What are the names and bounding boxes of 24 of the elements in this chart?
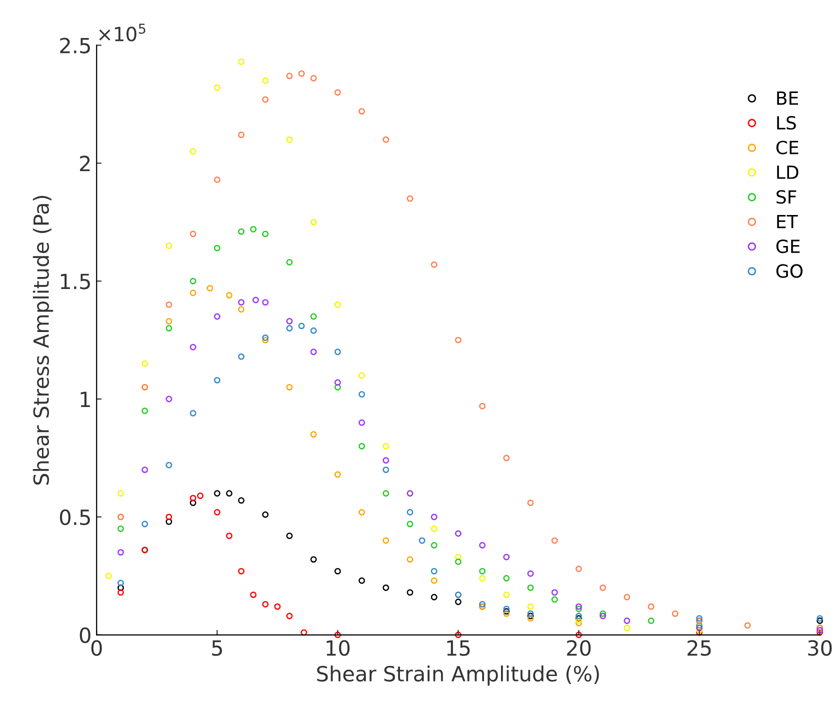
- y-tick-label: 1.5: [60, 274, 90, 290]
- x-tick-label: 5: [212, 640, 222, 656]
- legend-label: GE: [776, 239, 800, 254]
- x-tick-label: 20: [567, 640, 591, 656]
- x-tick-label: 15: [447, 640, 470, 656]
- legend-label: LD: [777, 166, 798, 179]
- legend-label: BE: [777, 92, 798, 105]
- y-tick-label: 2: [80, 156, 90, 172]
- legend-label: SF: [776, 190, 796, 204]
- y-axis-title: Shear Stress Amplitude (Pa): [32, 196, 54, 485]
- text: ×10$^{5}$: [99, 24, 146, 42]
- x-axis-title: Shear Strain Amplitude (%): [317, 665, 599, 686]
- legend-label: ET: [777, 215, 798, 228]
- y-tick-label: 1: [80, 392, 90, 407]
- x-tick-label: 10: [326, 640, 350, 656]
- x-tick-label: 0: [91, 640, 102, 656]
- x-tick-label: 30: [808, 640, 832, 656]
- y-tick-label: 0: [80, 627, 90, 644]
- y-tick-label: 2.5: [60, 38, 90, 54]
- legend-label: GO: [776, 264, 803, 278]
- y-tick-label: 0.5: [60, 509, 90, 526]
- x-tick-label: 25: [688, 640, 711, 656]
- legend-label: LS: [777, 116, 796, 130]
- legend-label: CE: [776, 140, 798, 154]
